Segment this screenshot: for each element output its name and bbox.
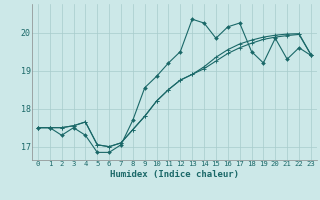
X-axis label: Humidex (Indice chaleur): Humidex (Indice chaleur) [110, 170, 239, 179]
